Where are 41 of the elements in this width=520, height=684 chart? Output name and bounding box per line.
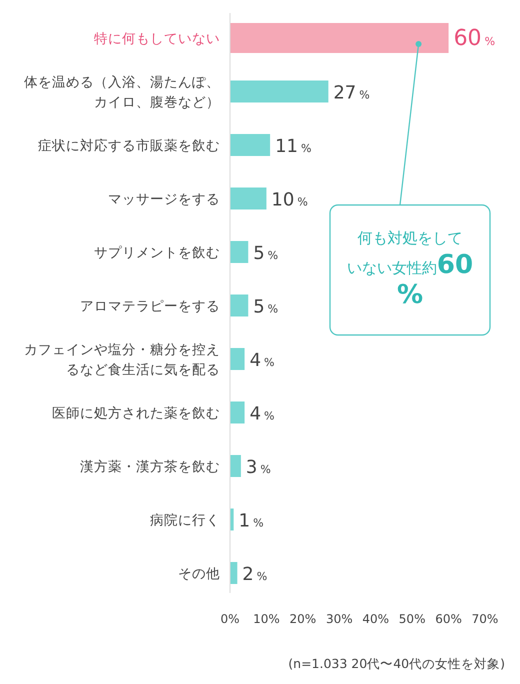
x-tick-label: 40% — [362, 612, 390, 626]
data-label: 3% — [246, 457, 271, 478]
y-tick-label: 病院に行く — [150, 512, 220, 528]
y-tick-label: 医師に処方された薬を飲む — [52, 406, 220, 422]
x-tick-label: 60% — [435, 612, 462, 626]
bar — [230, 241, 248, 263]
y-tick-label: マッサージをする — [108, 192, 220, 208]
bar — [230, 188, 266, 210]
bar — [230, 134, 270, 156]
data-label: 4% — [250, 404, 274, 424]
x-tick-label: 70% — [472, 612, 498, 626]
data-label: 10% — [271, 190, 308, 210]
x-tick-label: 50% — [398, 612, 426, 626]
y-tick-label: その他 — [178, 566, 220, 582]
data-label: 5% — [253, 296, 278, 318]
y-tick-label: サプリメントを飲む — [94, 245, 220, 261]
bar — [230, 402, 245, 424]
bar — [230, 80, 328, 102]
bar — [230, 455, 241, 477]
y-tick-label: アロマテラピーをする — [80, 298, 220, 314]
y-tick-label: 症状に対応する市販薬を飲む — [38, 138, 220, 154]
text: (n=1.033 20代〜40代の女性を対象) — [288, 656, 505, 671]
bar — [230, 348, 245, 370]
y-tick-label: 特に何もしていない — [94, 31, 220, 47]
x-tick-label: 10% — [253, 612, 280, 626]
data-label: 1% — [238, 510, 264, 532]
bar — [230, 562, 238, 584]
data-label: 60% — [454, 26, 496, 51]
data-label: 27% — [333, 82, 370, 104]
y-tick-label: 漢方薬・漢方茶を飲む — [80, 459, 220, 475]
annotation: 何も対処をしていない女性約60% — [346, 229, 474, 310]
data-label: 2% — [242, 564, 268, 585]
x-tick-label: 30% — [326, 612, 353, 626]
y-tick-label: カフェインや塩分・糖分を控えるなど食生活に気を配る — [24, 342, 220, 378]
bar — [230, 294, 248, 316]
x-tick-label: 0% — [220, 612, 240, 626]
x-tick-label: 20% — [290, 612, 316, 626]
data-label: 4% — [250, 350, 274, 371]
data-label: 5% — [253, 243, 278, 264]
data-label: 11% — [275, 136, 312, 157]
y-tick-label: 体を温める（入浴、湯たんぽ、カイロ、腹巻など） — [24, 74, 220, 110]
